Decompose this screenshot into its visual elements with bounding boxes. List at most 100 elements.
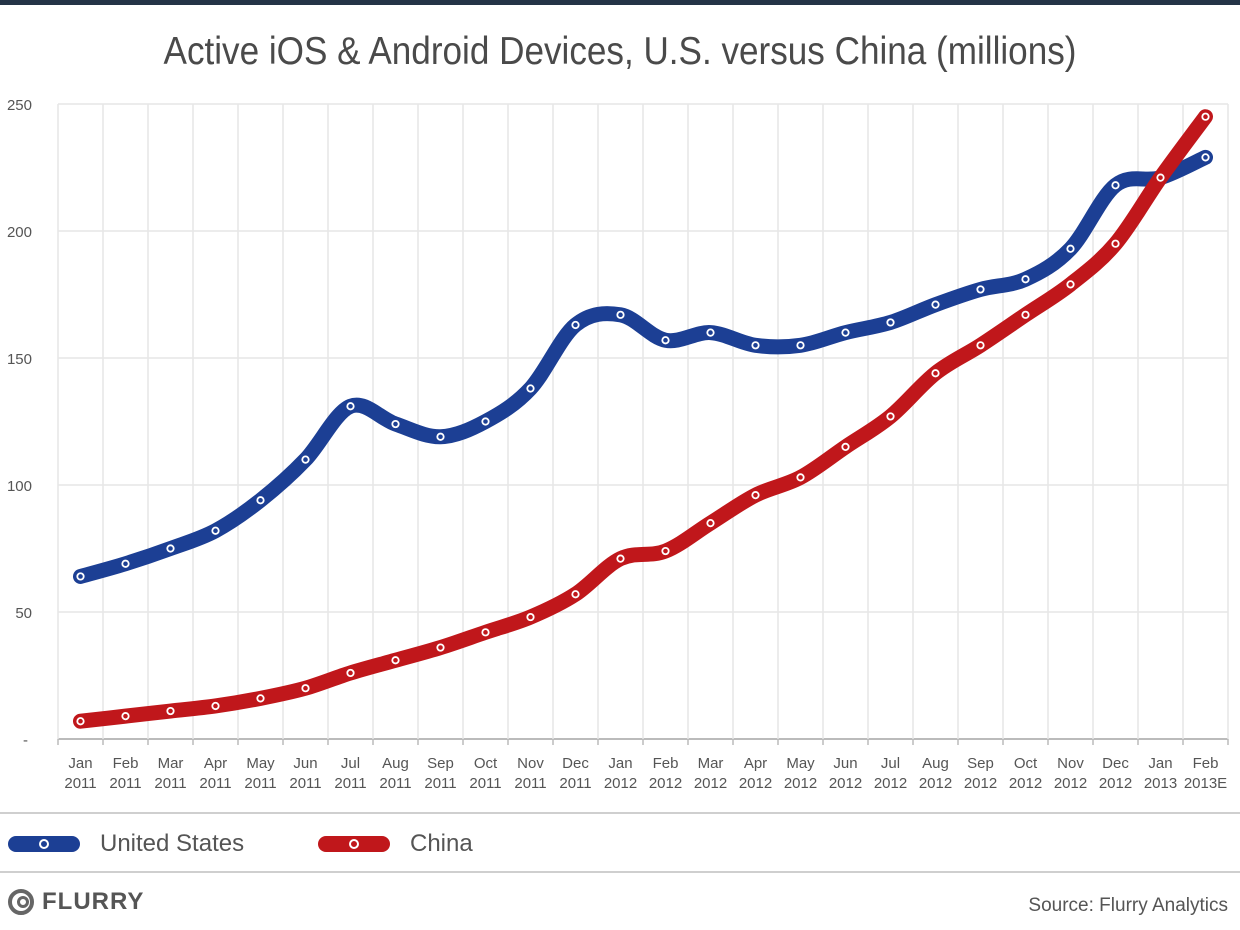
x-tick-label: Feb 2013E (1184, 755, 1227, 792)
x-tick-label-line: Nov (1057, 755, 1084, 772)
y-tick-label: 150 (7, 351, 32, 368)
data-point (976, 341, 985, 350)
x-tick-label-line: Jan (1148, 755, 1172, 772)
data-point (571, 320, 580, 330)
x-tick-label: Feb 2011 (109, 755, 141, 792)
x-tick-label: May 2011 (244, 755, 276, 792)
data-point (481, 628, 490, 637)
series-line-us (73, 149, 1213, 584)
x-tick-label-line: 2012 (604, 775, 637, 792)
data-point (436, 432, 445, 441)
data-point (1066, 244, 1075, 253)
data-point (976, 285, 985, 294)
x-tick-label-line: Dec (562, 755, 589, 772)
x-tick-label: Jun 2012 (829, 755, 862, 792)
x-tick-label-line: 2011 (244, 775, 276, 792)
source-note: Source: Flurry Analytics (1028, 895, 1228, 916)
x-tick-label-line: 2011 (469, 775, 501, 792)
data-point (841, 442, 850, 451)
data-point (886, 412, 895, 421)
data-point (706, 518, 715, 528)
data-point (796, 341, 805, 350)
data-point (841, 328, 850, 337)
data-point (166, 544, 175, 553)
data-point (301, 684, 310, 693)
data-point (391, 656, 400, 665)
data-point (1021, 310, 1030, 319)
y-tick-label: 200 (7, 224, 32, 241)
x-tick-label-line: 2012 (784, 775, 817, 792)
x-tick-label-line: 2011 (334, 775, 366, 792)
x-tick-label-line: Dec (1102, 755, 1129, 772)
x-tick-label: Aug 2012 (919, 755, 952, 792)
y-tick-label: - (23, 732, 28, 749)
data-point (256, 496, 265, 505)
x-tick-label-line: Jun (833, 755, 857, 772)
x-tick-label-line: Nov (517, 755, 544, 772)
data-point (436, 643, 445, 652)
data-point (661, 336, 670, 345)
data-point (346, 402, 355, 411)
x-tick-label-line: 2012 (739, 775, 772, 792)
divider (0, 871, 1240, 873)
data-point (211, 526, 220, 535)
y-tick-label: 50 (15, 605, 32, 622)
data-point (526, 384, 535, 393)
chart-title: Active iOS & Android Devices, U.S. versu… (163, 30, 1077, 73)
x-tick-label-line: Mar (698, 755, 724, 772)
x-tick-label-line: May (246, 755, 275, 772)
x-tick-label-line: 2012 (1054, 775, 1087, 792)
x-tick-label: Jan 2013 (1144, 755, 1177, 792)
data-point (76, 572, 85, 581)
x-tick-label: Jul 2011 (334, 755, 366, 792)
data-point (661, 546, 670, 556)
top-bar (0, 0, 1240, 5)
x-tick-label-line: 2012 (829, 775, 862, 792)
data-point (1111, 239, 1120, 248)
data-point (706, 328, 715, 337)
data-point (571, 590, 580, 599)
x-tick-label-line: 2011 (154, 775, 186, 792)
legend-label: United States (100, 830, 245, 857)
x-tick-label-line: 2012 (694, 775, 727, 792)
x-tick-label-line: Jun (293, 755, 317, 772)
data-point (1201, 153, 1210, 162)
data-point (1156, 173, 1165, 182)
flurry-logo-icon (8, 889, 34, 915)
x-tick-label-line: 2011 (559, 775, 591, 792)
x-tick-label-line: 2012 (919, 775, 952, 792)
data-point (211, 701, 220, 711)
legend-swatch-china (318, 836, 390, 852)
data-point (616, 554, 625, 563)
x-tick-label: Aug 2011 (379, 755, 411, 792)
flurry-logo: FLURRY (8, 888, 144, 916)
x-tick-label-line: 2012 (1009, 775, 1042, 792)
x-tick-label-line: 2012 (649, 775, 682, 792)
x-tick-label-line: Jul (341, 755, 360, 772)
x-tick-label: Apr 2011 (199, 755, 231, 792)
x-tick-label-line: 2013E (1184, 775, 1227, 792)
data-point (931, 300, 940, 309)
y-tick-label: 100 (7, 478, 32, 495)
x-tick-label: Oct 2012 (1009, 755, 1042, 792)
legend-item-china: China (318, 830, 473, 858)
x-tick-label: Sep 2012 (964, 755, 997, 792)
x-tick-label-line: 2011 (379, 775, 411, 792)
x-tick-label-line: 2011 (199, 775, 231, 792)
x-tick-label: Dec 2011 (559, 755, 591, 792)
x-tick-label-line: Oct (474, 755, 498, 772)
x-tick-label: Apr 2012 (739, 755, 772, 792)
x-tick-label-line: Sep (427, 755, 454, 772)
data-point (751, 491, 760, 500)
line-chart: - 50 100 150 200 250 Jan 2011 Feb 2011 Mar 2011 Apr 2… (7, 97, 1229, 792)
x-tick-label: Jul 2012 (874, 755, 907, 792)
data-point (166, 706, 175, 716)
y-tick-label: 250 (7, 97, 32, 114)
data-point (886, 318, 895, 327)
logo-text: FLURRY (42, 888, 145, 915)
x-tick-label: Oct 2011 (469, 755, 501, 792)
x-tick-label-line: Feb (113, 755, 139, 772)
data-point (76, 717, 85, 726)
data-point (796, 473, 805, 482)
x-tick-label: Jan 2012 (604, 755, 637, 792)
